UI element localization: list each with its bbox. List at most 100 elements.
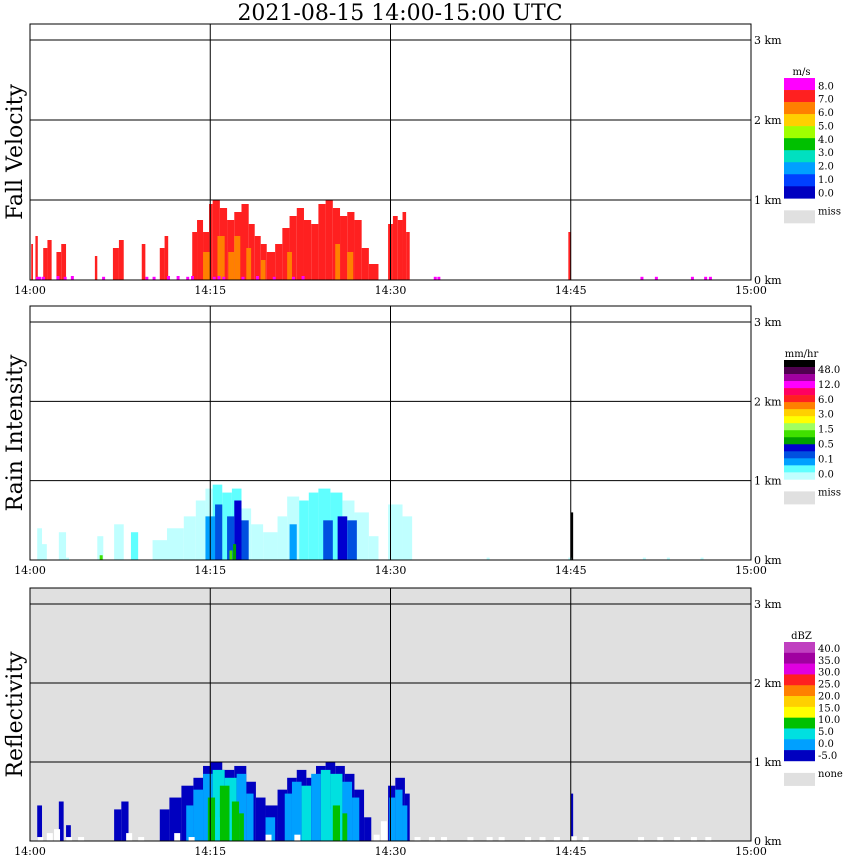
- heatmap-cell: [311, 224, 319, 280]
- x-tick-label: 14:45: [555, 284, 587, 297]
- heatmap-speck: [186, 276, 190, 280]
- y-tick-label: 2 km: [754, 395, 782, 408]
- heatmap-speck: [38, 276, 42, 280]
- x-tick-label: 15:00: [735, 284, 767, 297]
- heatmap-cell-inner: [352, 797, 360, 841]
- heatmap-speck: [700, 557, 704, 560]
- x-tick-label: 14:00: [14, 284, 46, 297]
- heatmap-cell-inner: [234, 500, 242, 560]
- colorbar-label: 3.0: [818, 410, 834, 421]
- colorbar-swatch: [784, 728, 815, 740]
- heatmap-speck: [272, 276, 276, 280]
- heatmap-speck: [498, 837, 505, 841]
- colorbar-label: 15.0: [818, 703, 840, 714]
- heatmap-cell-inner: [402, 805, 408, 841]
- heatmap-cell: [37, 528, 43, 560]
- heatmap-cell: [37, 805, 43, 841]
- colorbar-swatch: [784, 739, 815, 751]
- x-tick-label: 14:15: [194, 845, 226, 858]
- colorbar-swatch: [784, 126, 815, 139]
- heatmap-speck: [291, 276, 295, 280]
- heatmap-cell-inner: [289, 524, 297, 560]
- heatmap-cell-inner: [389, 797, 396, 841]
- heatmap-cell: [227, 220, 235, 280]
- heatmap-cell: [197, 220, 204, 280]
- colorbar-swatch: [784, 150, 815, 163]
- x-tick-label: 14:30: [375, 845, 407, 858]
- heatmap-cell: [570, 793, 574, 841]
- colorbar-swatch: [784, 381, 815, 389]
- colorbar-swatch: [784, 642, 815, 654]
- heatmap-speck: [642, 557, 646, 560]
- heatmap-speck: [37, 837, 44, 841]
- colorbar-label: 12.0: [818, 380, 840, 391]
- y-tick-label: 2 km: [754, 114, 782, 127]
- heatmap-speck: [380, 821, 387, 841]
- colorbar-swatch: [784, 750, 815, 762]
- x-tick-label: 15:00: [735, 564, 767, 577]
- heatmap-cell-core: [332, 805, 341, 841]
- colorbar-swatch: [784, 430, 815, 438]
- heatmap-cell: [248, 224, 255, 280]
- colorbar-swatch: [784, 162, 815, 175]
- colorbar-label: 1.5: [818, 425, 834, 436]
- colorbar-unit: mm/hr: [785, 349, 819, 360]
- heatmap-cell-inner: [342, 781, 353, 841]
- heatmap-cell: [212, 200, 220, 280]
- colorbar-swatch: [784, 90, 815, 103]
- colorbar-swatch: [784, 402, 815, 410]
- heatmap-cell-inner: [186, 805, 194, 841]
- colorbar-label: 0.5: [818, 440, 834, 451]
- heatmap-cell: [402, 212, 407, 280]
- heatmap-cell-inner: [320, 769, 331, 841]
- heatmap-speck: [54, 829, 61, 841]
- colorbar-label: 6.0: [818, 108, 834, 119]
- heatmap-cell: [404, 793, 410, 841]
- heatmap-cell-inner: [217, 236, 225, 280]
- colorbar-swatch: [784, 706, 815, 718]
- heatmap-cell: [308, 492, 319, 560]
- panel-ylabel: Fall Velocity: [3, 84, 28, 220]
- y-tick-label: 3 km: [754, 598, 782, 611]
- heatmap-cell-inner: [193, 789, 204, 841]
- colorbar-label: -5.0: [818, 751, 837, 762]
- heatmap-speck: [159, 557, 163, 560]
- heatmap-cell-inner: [347, 252, 354, 280]
- heatmap-speck: [486, 837, 493, 841]
- heatmap-speck: [570, 836, 577, 841]
- colorbar-label: 7.0: [818, 95, 834, 106]
- x-tick-label: 14:15: [194, 284, 226, 297]
- heatmap-cell-inner: [347, 520, 357, 560]
- heatmap-cell: [121, 801, 129, 841]
- heatmap-cell: [402, 516, 413, 560]
- y-tick-label: 0 km: [754, 554, 782, 567]
- heatmap-cell: [354, 220, 362, 280]
- heatmap-cell: [388, 504, 403, 560]
- heatmap-cell: [406, 232, 410, 280]
- heatmap-cell-inner: [287, 252, 292, 280]
- colorbar-swatch: [784, 674, 815, 686]
- panel-frame: [29, 587, 752, 842]
- heatmap-speck: [467, 837, 474, 841]
- colorbar-swatch: [784, 423, 815, 431]
- x-tick-label: 14:30: [375, 564, 407, 577]
- heatmap-speck: [294, 834, 301, 841]
- heatmap-speck: [440, 837, 447, 841]
- colorbar-swatch: [784, 174, 815, 187]
- heatmap-cell: [368, 264, 379, 280]
- colorbar-swatch: [784, 409, 815, 417]
- heatmap-cell: [58, 801, 64, 841]
- heatmap-cell-inner: [284, 793, 292, 841]
- heatmap-cell: [318, 204, 326, 280]
- heatmap-speck: [233, 544, 237, 560]
- heatmap-cell: [263, 532, 278, 560]
- heatmap-cell: [275, 244, 283, 280]
- heatmap-cell-inner: [246, 248, 252, 280]
- heatmap-speck: [582, 837, 589, 841]
- heatmap-cell: [296, 208, 304, 280]
- heatmap-cell: [368, 536, 379, 560]
- heatmap-cell: [282, 228, 290, 280]
- heatmap-cell-core: [342, 813, 348, 841]
- heatmap-speck: [525, 837, 532, 841]
